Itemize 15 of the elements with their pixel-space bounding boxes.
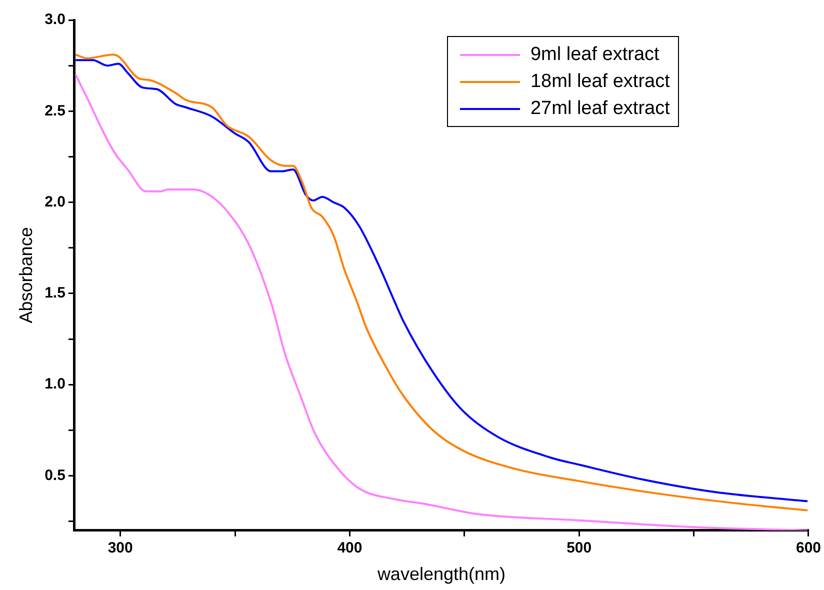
- legend-label: 18ml leaf extract: [530, 70, 670, 94]
- x-axis-title: wavelength(nm): [376, 564, 506, 584]
- y-tick-label: 1.0: [44, 376, 66, 393]
- y-tick-label: 0.5: [44, 466, 66, 484]
- legend-label: 27ml leaf extract: [530, 97, 670, 121]
- x-tick-label: 400: [337, 540, 362, 557]
- y-tick-label: 2.0: [44, 193, 66, 210]
- legend-label: 9ml leaf extract: [530, 43, 660, 67]
- x-tick-label: 300: [108, 540, 133, 557]
- x-tick-label: 500: [566, 540, 592, 557]
- y-tick-label: 1.5: [44, 284, 66, 302]
- x-tick-label: 600: [796, 540, 821, 557]
- y-tick-label: 3.0: [44, 11, 66, 28]
- y-axis-title: Absorbance: [16, 227, 36, 324]
- y-tick-label: 2.5: [44, 102, 66, 120]
